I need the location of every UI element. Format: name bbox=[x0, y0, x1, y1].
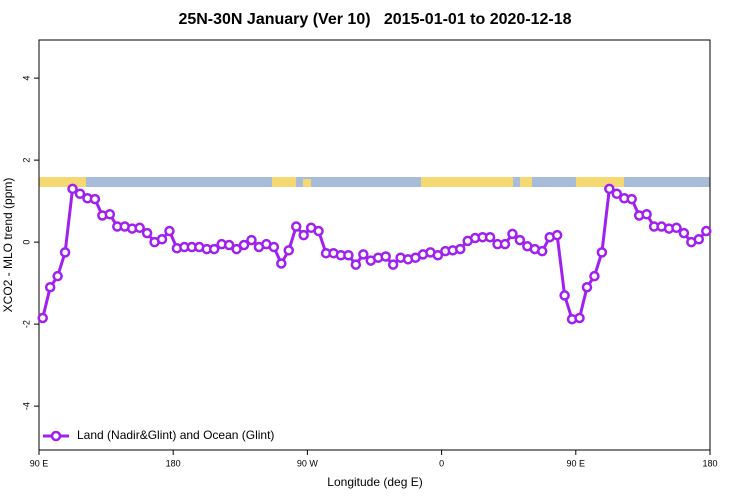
point bbox=[283, 245, 295, 256]
chart-title: 25N-30N January (Ver 10) 2015-01-01 to 2… bbox=[178, 11, 571, 28]
point bbox=[581, 281, 593, 293]
y-axis-label: XCO2 - MLO trend (ppm) bbox=[1, 178, 15, 313]
point bbox=[589, 270, 600, 282]
point bbox=[141, 227, 153, 239]
point bbox=[44, 281, 56, 293]
x-tick-label: 180 bbox=[702, 458, 717, 468]
point bbox=[89, 193, 101, 205]
y-tick-label: 4 bbox=[21, 76, 31, 81]
point bbox=[223, 239, 235, 251]
ocean-band bbox=[39, 177, 710, 187]
x-tick-label: 90 E bbox=[30, 458, 49, 468]
x-axis-label: Longitude (deg E) bbox=[327, 475, 422, 489]
point bbox=[290, 221, 302, 232]
point bbox=[551, 229, 563, 241]
point bbox=[74, 188, 86, 199]
point bbox=[268, 241, 280, 253]
point bbox=[343, 250, 354, 261]
point bbox=[358, 249, 369, 260]
land-ocean-strip bbox=[39, 177, 710, 187]
point bbox=[641, 209, 652, 220]
point bbox=[537, 245, 548, 257]
point bbox=[52, 270, 63, 282]
point bbox=[499, 238, 511, 250]
point bbox=[611, 188, 623, 199]
y-tick-label: 0 bbox=[21, 240, 31, 245]
point bbox=[380, 251, 391, 262]
land-band bbox=[39, 177, 86, 187]
x-tick-label: 180 bbox=[166, 458, 181, 468]
x-tick-label: 90 W bbox=[297, 458, 319, 468]
point bbox=[208, 243, 220, 255]
point bbox=[350, 259, 362, 270]
point bbox=[574, 312, 585, 324]
land-band bbox=[272, 177, 296, 187]
y-tick-label: -2 bbox=[21, 320, 31, 328]
x-tick-label: 0 bbox=[439, 458, 444, 468]
x-tick-label: 90 E bbox=[567, 458, 586, 468]
point bbox=[678, 227, 690, 239]
point bbox=[507, 228, 518, 240]
point bbox=[238, 239, 250, 251]
y-tick-label: 2 bbox=[21, 158, 31, 163]
land-band bbox=[520, 177, 532, 187]
point bbox=[59, 247, 71, 258]
point bbox=[104, 209, 116, 220]
point bbox=[156, 234, 168, 245]
point bbox=[701, 225, 712, 237]
point bbox=[231, 243, 242, 255]
point bbox=[454, 243, 466, 255]
point bbox=[134, 222, 145, 234]
land-band bbox=[576, 177, 624, 187]
legend-marker bbox=[50, 430, 62, 442]
point bbox=[164, 225, 175, 237]
point bbox=[298, 229, 309, 241]
point bbox=[432, 250, 444, 261]
point bbox=[671, 222, 682, 234]
point bbox=[37, 312, 48, 324]
land-band bbox=[303, 179, 311, 187]
plot-frame bbox=[38, 39, 711, 451]
point bbox=[596, 247, 608, 258]
point bbox=[604, 183, 615, 195]
point bbox=[246, 234, 257, 246]
y-tick-label: -4 bbox=[21, 402, 31, 410]
point bbox=[626, 193, 637, 205]
point bbox=[276, 258, 287, 269]
point bbox=[387, 259, 399, 270]
legend-label: Land (Nadir&Glint) and Ocean (Glint) bbox=[77, 428, 274, 442]
point bbox=[484, 231, 496, 243]
land-band bbox=[421, 177, 513, 187]
point bbox=[67, 183, 78, 195]
point bbox=[693, 234, 705, 245]
point bbox=[559, 290, 570, 301]
point bbox=[514, 234, 526, 246]
point bbox=[313, 225, 324, 237]
